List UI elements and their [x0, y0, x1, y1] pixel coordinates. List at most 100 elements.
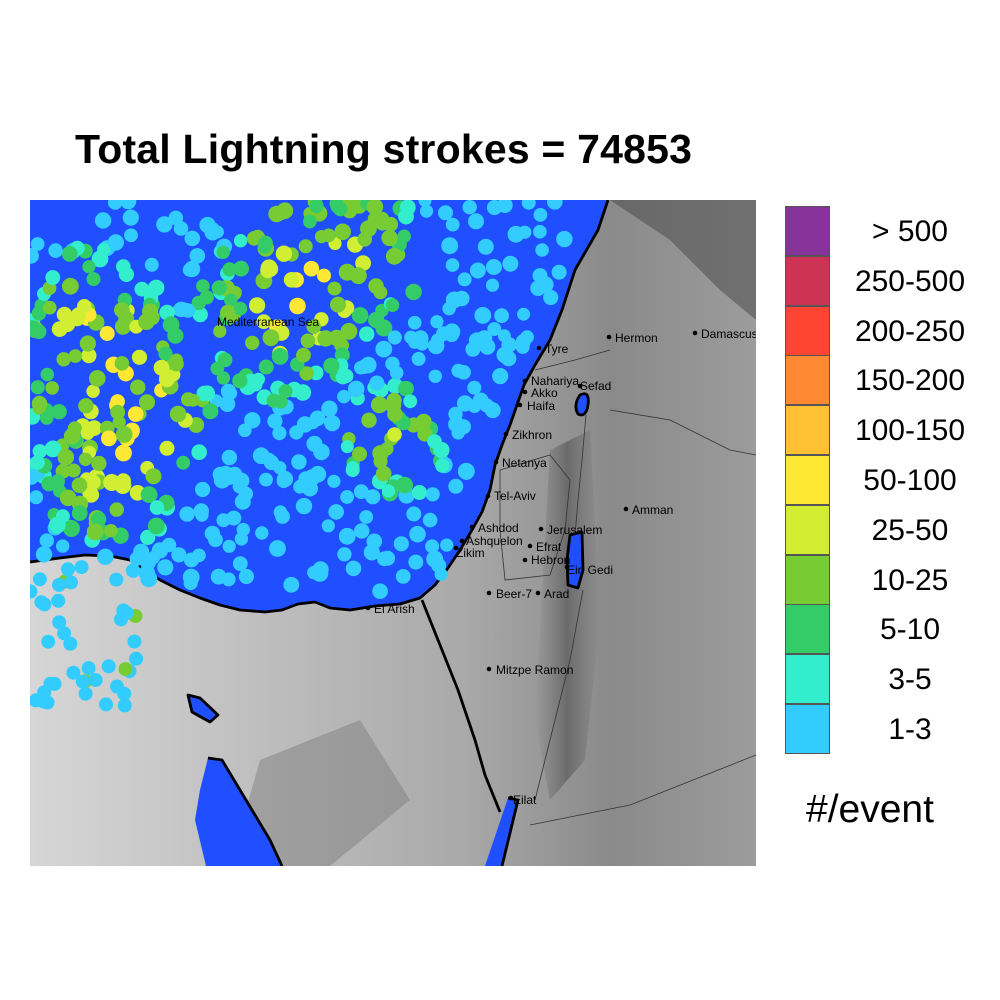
- lightning-stroke-marker: [195, 481, 211, 498]
- lightning-stroke-marker: [479, 338, 496, 355]
- lightning-stroke-marker: [258, 235, 273, 251]
- lightning-stroke-marker: [375, 465, 392, 482]
- lightning-stroke-marker: [30, 455, 45, 470]
- lightning-stroke-marker: [226, 510, 242, 526]
- lightning-stroke-marker: [275, 245, 293, 262]
- lightning-stroke-marker: [159, 440, 175, 456]
- lightning-stroke-marker: [393, 536, 409, 552]
- lightning-stroke-marker: [91, 511, 107, 527]
- lightning-stroke-marker: [129, 651, 144, 666]
- legend-label: 100-150: [854, 414, 966, 448]
- legend-swatch: [785, 554, 830, 605]
- lightning-stroke-marker: [56, 352, 71, 367]
- lightning-stroke-marker: [195, 508, 209, 522]
- lightning-stroke-marker: [258, 359, 274, 375]
- color-legend: > 500 250-500 200-250 150-200 100-150 50-100 2…: [785, 206, 985, 766]
- lightning-stroke-marker: [368, 278, 384, 294]
- lightning-stroke-marker: [30, 320, 41, 337]
- lightning-stroke-marker: [234, 493, 251, 510]
- lightning-stroke-marker: [445, 217, 460, 232]
- lightning-stroke-marker: [233, 260, 250, 277]
- lightning-stroke-marker: [408, 554, 424, 570]
- lightning-stroke-marker: [232, 478, 248, 494]
- lightning-stroke-marker: [266, 393, 281, 408]
- lightning-stroke-marker: [294, 384, 312, 401]
- lightning-stroke-marker: [405, 283, 422, 301]
- legend-swatch: [785, 654, 830, 705]
- lightning-stroke-marker: [244, 412, 261, 429]
- lightning-stroke-marker: [309, 200, 324, 214]
- lightning-stroke-marker: [311, 565, 329, 582]
- lightning-stroke-marker: [387, 330, 402, 345]
- city-mitzpe-ramon: Mitzpe Ramon: [486, 663, 573, 677]
- lightning-stroke-marker: [372, 583, 388, 599]
- city-label: El Arish: [374, 602, 415, 616]
- lightning-stroke-marker: [191, 444, 207, 460]
- sinai-mountains: [230, 720, 410, 866]
- lightning-stroke-marker: [184, 260, 201, 278]
- lightning-stroke-marker: [162, 316, 180, 334]
- legend-entry: 3-5: [785, 654, 985, 705]
- legend-entry: > 500: [785, 206, 985, 256]
- lightning-stroke-marker: [39, 533, 54, 548]
- lightning-stroke-marker: [48, 243, 63, 258]
- lightning-stroke-marker: [199, 216, 216, 234]
- lightning-stroke-marker: [104, 524, 118, 538]
- lightning-stroke-marker: [222, 262, 237, 277]
- lightning-stroke-marker: [114, 477, 132, 494]
- lightning-stroke-marker: [88, 673, 103, 688]
- legend-swatch: [785, 604, 830, 655]
- lightning-stroke-marker: [222, 539, 236, 553]
- westbank-border: [499, 454, 571, 581]
- lightning-stroke-marker: [138, 564, 156, 582]
- lightning-stroke-marker: [168, 356, 184, 372]
- lightning-stroke-marker: [125, 563, 141, 578]
- lightning-stroke-marker: [220, 383, 237, 400]
- lightning-stroke-marker: [120, 200, 137, 210]
- lightning-stroke-marker: [115, 426, 133, 443]
- lightning-stroke-marker: [327, 474, 341, 488]
- lightning-stroke-marker: [262, 261, 279, 277]
- city-netanya: Netanya: [493, 456, 547, 470]
- lightning-stroke-marker: [127, 406, 144, 422]
- lightning-stroke-marker: [334, 223, 352, 241]
- lightning-stroke-marker: [31, 395, 48, 412]
- lightning-stroke-marker: [271, 348, 289, 365]
- lightning-stroke-marker: [296, 347, 311, 363]
- lightning-stroke-marker: [387, 406, 403, 422]
- lightning-stroke-marker: [78, 452, 93, 466]
- lightning-map: Mediterranean Sea Tyre Hermon Damascus N…: [30, 200, 756, 866]
- city-jerusalem: Jerusalem: [538, 523, 602, 537]
- lightning-stroke-marker: [427, 337, 445, 355]
- legend-swatch: [785, 206, 830, 256]
- lightning-stroke-marker: [283, 576, 300, 593]
- lightning-stroke-marker: [51, 593, 66, 608]
- lightning-stroke-marker: [30, 247, 39, 264]
- lightning-stroke-marker: [78, 398, 94, 414]
- lightning-stroke-marker: [352, 446, 367, 462]
- lightning-stroke-marker: [147, 517, 165, 535]
- lightning-stroke-marker: [477, 238, 494, 255]
- lightning-stroke-marker: [99, 326, 115, 341]
- lightning-stroke-marker: [381, 484, 396, 498]
- lightning-stroke-marker: [134, 281, 150, 297]
- lightning-stroke-marker: [167, 368, 181, 382]
- legend-label: 25-50: [871, 513, 949, 547]
- lightning-stroke-marker: [276, 202, 294, 219]
- legend-swatch: [785, 305, 830, 356]
- city-tyre: Tyre: [536, 342, 569, 356]
- lightning-stroke-marker: [30, 490, 44, 505]
- lightning-stroke-marker: [314, 230, 329, 244]
- lightning-stroke-marker: [438, 205, 453, 221]
- lightning-stroke-marker: [291, 454, 307, 470]
- lightning-stroke-marker: [56, 539, 70, 553]
- city-zikhron: Zikhron: [503, 428, 552, 442]
- city-ein-gedi: Ein Gedi: [564, 563, 613, 577]
- lightning-stroke-marker: [337, 389, 351, 404]
- lightning-stroke-marker: [157, 559, 174, 576]
- lightning-stroke-marker: [346, 461, 360, 475]
- lightning-stroke-marker: [66, 463, 81, 478]
- legend-label: 3-5: [888, 663, 932, 697]
- lightning-stroke-marker: [303, 260, 320, 277]
- lightning-stroke-marker: [127, 634, 142, 649]
